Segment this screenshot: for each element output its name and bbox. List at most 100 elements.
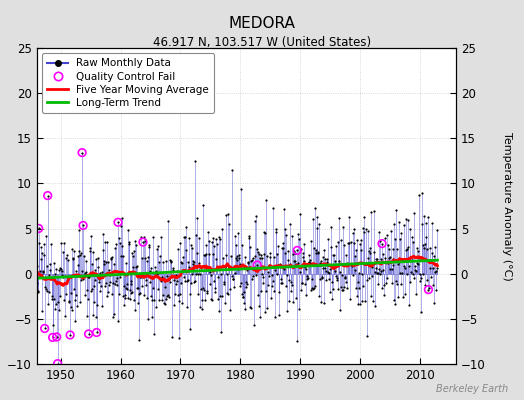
Point [205,251,214,258]
Point [209,235,217,242]
Point [132,238,140,244]
Point [321,256,329,262]
Point [200,251,209,258]
Point [99,247,107,254]
Point [311,250,320,256]
Point [363,277,371,284]
Point [124,226,132,233]
Point [111,245,119,252]
Point [183,278,192,284]
Point [99,231,107,237]
Point [338,272,346,278]
Point [393,280,401,287]
Point [405,302,413,308]
Point [96,288,104,294]
Point [279,245,287,251]
Point [322,256,331,262]
Point [119,302,128,308]
Point [250,264,258,270]
Point [344,240,353,246]
Point [299,250,307,256]
Point [75,298,84,305]
Point [419,270,428,277]
Point [68,246,77,253]
Point [410,274,419,281]
Point [283,308,291,314]
Point [52,334,61,340]
Point [391,301,399,308]
Point [260,229,268,235]
Point [289,251,297,257]
Point [53,360,62,367]
Point [427,257,435,264]
Point [121,294,129,301]
Point [200,286,208,293]
Point [331,268,340,275]
Point [174,291,182,298]
Point [293,247,301,254]
Point [135,337,144,344]
Point [76,252,84,258]
Point [206,268,214,275]
Point [225,220,234,227]
Point [368,264,376,270]
Point [249,272,257,279]
Point [71,292,80,298]
Point [371,302,379,309]
Point [210,278,219,284]
Point [51,271,59,278]
Point [60,313,69,319]
Point [92,314,100,320]
Point [114,219,122,226]
Point [424,286,433,293]
Point [193,250,201,256]
Point [141,238,150,244]
Point [431,269,439,275]
Point [126,281,135,287]
Point [160,300,168,306]
Point [264,269,272,276]
Point [332,242,340,249]
Point [361,261,369,267]
Point [391,236,400,242]
Point [151,264,159,270]
Point [266,254,274,260]
Point [364,228,372,234]
Point [98,269,106,275]
Point [48,334,57,341]
Point [50,260,58,266]
Point [425,265,434,271]
Point [154,243,162,250]
Point [311,283,319,290]
Point [139,274,148,280]
Point [79,276,87,282]
Point [389,255,397,262]
Point [154,286,162,292]
Point [65,298,73,304]
Point [379,251,387,258]
Point [90,267,99,273]
Point [165,294,173,300]
Point [411,267,420,274]
Point [358,224,367,231]
Point [116,223,125,229]
Point [237,242,246,248]
Point [190,279,198,285]
Text: 46.917 N, 103.517 W (United States): 46.917 N, 103.517 W (United States) [153,36,371,49]
Point [149,284,158,291]
Point [297,287,305,294]
Point [392,278,400,284]
Point [205,237,213,244]
Point [94,254,102,261]
Point [389,262,398,268]
Point [252,271,260,278]
Point [172,281,180,288]
Point [312,225,321,231]
Point [151,270,160,276]
Point [81,258,90,264]
Point [153,246,161,252]
Point [381,235,389,242]
Point [385,254,393,261]
Point [48,292,56,299]
Point [359,214,368,220]
